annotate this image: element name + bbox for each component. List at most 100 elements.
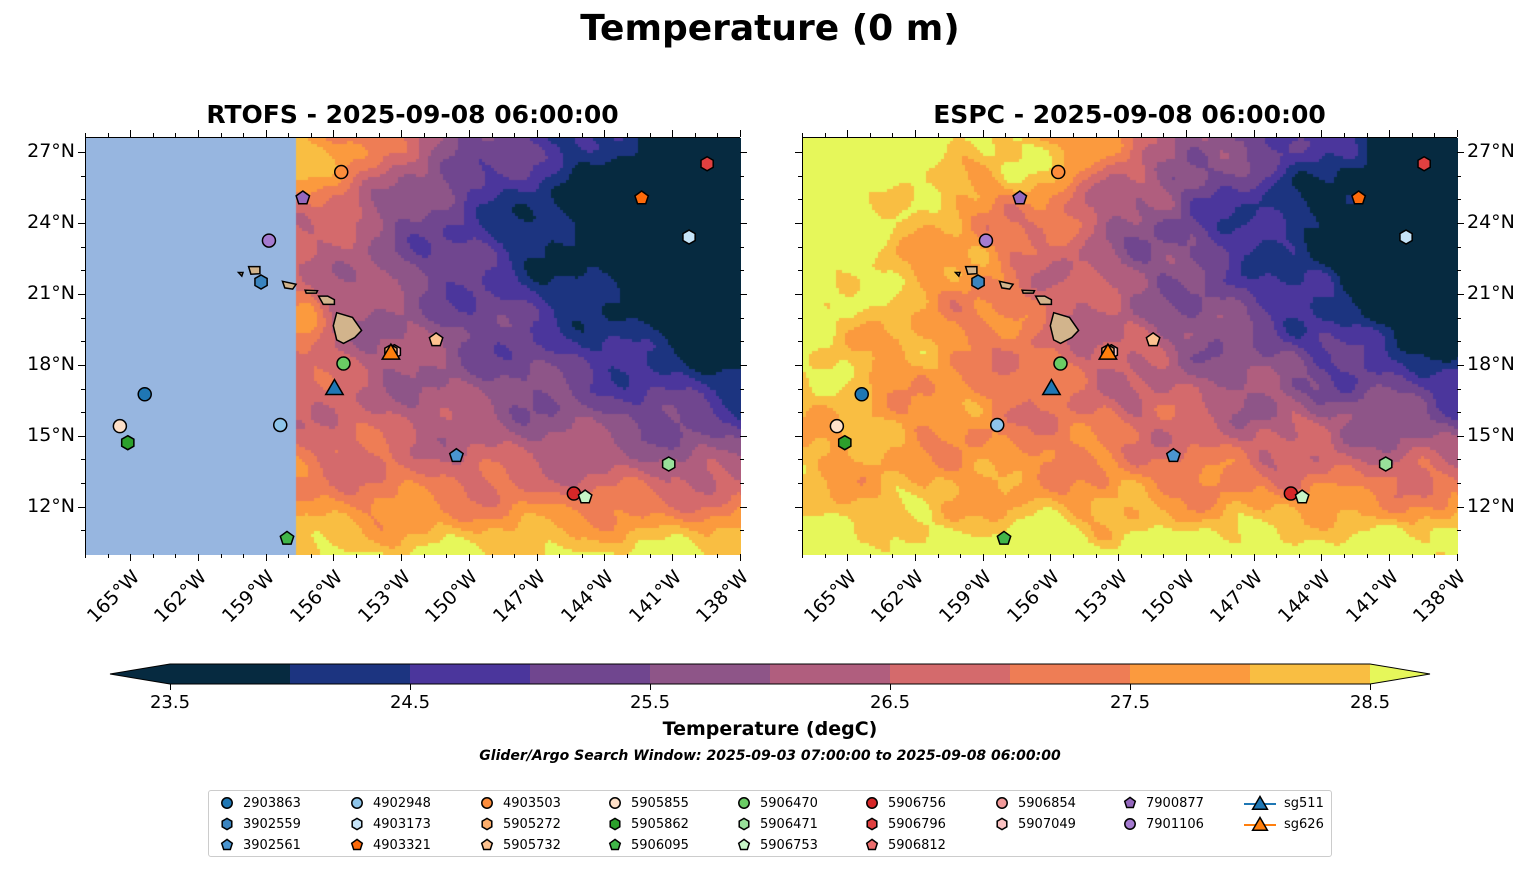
minor-tick bbox=[536, 554, 538, 558]
map-rtofs bbox=[85, 137, 741, 555]
minor-tick bbox=[740, 554, 741, 558]
minor-tick bbox=[536, 133, 538, 137]
minor-tick bbox=[1457, 133, 1458, 137]
minor-tick bbox=[356, 133, 358, 137]
legend-label: 4902948 bbox=[373, 795, 431, 811]
legend-marker-pentagon-icon bbox=[350, 838, 364, 851]
minor-tick bbox=[1163, 554, 1165, 558]
legend-item-4903173: 4903173 bbox=[349, 814, 431, 834]
minor-tick bbox=[378, 133, 380, 137]
minor-tick bbox=[798, 435, 802, 437]
minor-tick bbox=[892, 133, 894, 137]
minor-tick bbox=[1050, 554, 1052, 558]
minor-tick bbox=[1231, 554, 1233, 558]
legend-marker-triangle-icon bbox=[1251, 816, 1269, 832]
minor-tick bbox=[1005, 554, 1007, 558]
minor-tick bbox=[740, 341, 744, 343]
colorbar-segment bbox=[650, 664, 771, 684]
minor-tick bbox=[937, 133, 939, 137]
minor-tick bbox=[798, 270, 802, 272]
minor-tick bbox=[1457, 246, 1461, 248]
colorbar-tick bbox=[890, 684, 891, 690]
marker-4902948 bbox=[989, 417, 1005, 433]
minor-tick bbox=[1185, 133, 1187, 137]
minor-tick bbox=[1411, 554, 1413, 558]
minor-tick bbox=[798, 364, 802, 366]
marker-4903321 bbox=[634, 190, 650, 205]
marker-5905862 bbox=[120, 434, 135, 451]
colorbar-tick bbox=[410, 684, 411, 690]
legend-marker-circle-icon bbox=[996, 797, 1008, 809]
minor-tick bbox=[1298, 554, 1300, 558]
legend-item-5906812: 5906812 bbox=[864, 835, 946, 855]
lat-label: 24°N bbox=[27, 211, 75, 234]
minor-tick bbox=[1321, 133, 1323, 137]
minor-tick bbox=[914, 133, 916, 137]
minor-tick bbox=[81, 412, 85, 414]
marker-5906471 bbox=[1378, 456, 1393, 472]
marker-2903863 bbox=[137, 387, 152, 402]
minor-tick bbox=[627, 554, 629, 558]
marker-4903173 bbox=[682, 229, 696, 245]
minor-tick bbox=[740, 293, 744, 295]
minor-tick bbox=[130, 133, 132, 137]
minor-tick bbox=[740, 246, 744, 248]
minor-tick bbox=[1457, 483, 1461, 485]
legend-marker-hexagon-icon bbox=[609, 817, 621, 831]
colorbar-segment bbox=[410, 664, 531, 684]
minor-tick bbox=[1457, 530, 1461, 532]
legend-label: 4903503 bbox=[503, 795, 561, 811]
minor-tick bbox=[81, 388, 85, 390]
legend-marker-circle-icon bbox=[866, 797, 878, 809]
legend-marker-hexagon-icon bbox=[738, 817, 750, 831]
minor-tick bbox=[798, 412, 802, 414]
island-land bbox=[247, 265, 261, 275]
legend-item-7901106: 7901106 bbox=[1122, 814, 1204, 834]
legend-label: 5905272 bbox=[503, 816, 561, 832]
minor-tick bbox=[1411, 133, 1413, 137]
minor-tick bbox=[446, 133, 448, 137]
legend-item-4903503: 4903503 bbox=[479, 793, 561, 813]
minor-tick bbox=[81, 341, 85, 343]
minor-tick bbox=[220, 133, 222, 137]
minor-tick bbox=[960, 133, 962, 137]
legend-marker-hexagon-icon bbox=[351, 817, 363, 831]
minor-tick bbox=[798, 459, 802, 461]
marker-5906756 bbox=[566, 486, 582, 501]
marker-5906796 bbox=[1417, 155, 1431, 172]
colorbar-segment bbox=[1130, 664, 1251, 684]
minor-tick bbox=[740, 506, 744, 508]
minor-tick bbox=[824, 554, 826, 558]
legend-label: 5906756 bbox=[888, 795, 946, 811]
minor-tick bbox=[740, 435, 744, 437]
minor-tick bbox=[333, 554, 335, 558]
legend-label: 5907049 bbox=[1018, 816, 1076, 832]
minor-tick bbox=[740, 483, 744, 485]
minor-tick bbox=[356, 554, 358, 558]
legend-label: sg511 bbox=[1284, 795, 1324, 811]
lat-label: 24°N bbox=[1467, 211, 1515, 234]
marker-5906756 bbox=[1283, 486, 1299, 501]
legend-item-5906854: 5906854 bbox=[994, 793, 1076, 813]
minor-tick bbox=[581, 133, 583, 137]
legend-marker-circle-icon bbox=[481, 797, 493, 809]
minor-tick bbox=[1366, 133, 1368, 137]
minor-tick bbox=[604, 133, 606, 137]
minor-tick bbox=[982, 554, 984, 558]
legend-marker-circle-icon bbox=[609, 797, 621, 809]
minor-tick bbox=[559, 133, 561, 137]
panel-title-rtofs: RTOFS - 2025-09-08 06:00:00 bbox=[206, 100, 619, 129]
minor-tick bbox=[1366, 554, 1368, 558]
legend-item-5905855: 5905855 bbox=[607, 793, 689, 813]
legend-item-4903321: 4903321 bbox=[349, 835, 431, 855]
lat-label: 18°N bbox=[27, 352, 75, 375]
legend-label: 3902561 bbox=[243, 837, 301, 853]
minor-tick bbox=[824, 133, 826, 137]
legend-item-5905862: 5905862 bbox=[607, 814, 689, 834]
minor-tick bbox=[175, 133, 177, 137]
legend-label: 2903863 bbox=[243, 795, 301, 811]
minor-tick bbox=[1185, 554, 1187, 558]
minor-tick bbox=[1344, 133, 1346, 137]
minor-tick bbox=[81, 223, 85, 225]
minor-tick bbox=[1027, 554, 1029, 558]
